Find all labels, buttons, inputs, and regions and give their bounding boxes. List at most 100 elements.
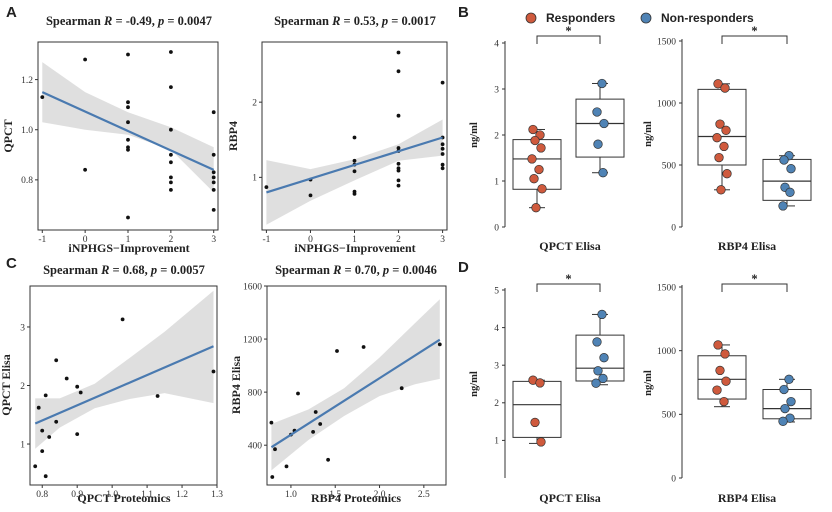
data-point (716, 185, 726, 195)
data-point (126, 215, 130, 220)
y-tick-label: 3 (20, 323, 25, 333)
data-point (396, 113, 401, 118)
plot-frame (266, 285, 447, 486)
data-point (528, 124, 538, 135)
y-tick-label: 1 (494, 177, 499, 187)
x-tick-label: 1.3 (211, 490, 223, 500)
data-point (593, 366, 603, 376)
data-point (308, 193, 313, 198)
data-point (273, 447, 277, 452)
y-axis-label: QPCT Elisa (0, 354, 13, 415)
data-point (211, 180, 216, 185)
data-point (440, 80, 445, 85)
data-point (780, 403, 790, 414)
data-point (715, 119, 725, 129)
data-point (599, 118, 609, 129)
data-point (75, 384, 80, 389)
data-point (440, 152, 445, 156)
y-tick-label: 1500 (657, 37, 676, 47)
chart-title-part: Spearman (46, 14, 104, 28)
significance-bracket (536, 283, 601, 292)
data-point (440, 146, 445, 151)
x-tick-label: 1 (126, 235, 131, 245)
data-point (720, 83, 730, 93)
y-tick-label: 0 (671, 223, 676, 233)
chart-title-part: Spearman (43, 263, 101, 277)
y-tick-label: 2 (494, 399, 499, 409)
data-point (531, 203, 541, 213)
data-point (592, 107, 602, 117)
data-point (537, 184, 547, 194)
x-tick-label: 2.0 (374, 490, 386, 500)
data-point (599, 353, 609, 363)
data-point (722, 169, 732, 179)
box-body (762, 389, 812, 420)
data-point (715, 365, 725, 376)
x-tick-label: 1.0 (106, 490, 118, 500)
significance-star: * (751, 24, 757, 38)
y-tick-label: 1600 (243, 282, 262, 292)
y-tick-label: 0 (494, 223, 499, 233)
data-point (211, 188, 216, 192)
data-point (75, 432, 80, 436)
x-axis-label: RBP4 Elisa (718, 239, 776, 253)
data-point (352, 192, 357, 196)
data-point (720, 349, 730, 359)
data-point (211, 170, 216, 175)
data-point (786, 396, 796, 407)
data-point (352, 135, 357, 140)
chart-title-part: R (332, 263, 341, 277)
chart-qpct-vs-inphgs: -1 0 1 2 3 0.8 1.0 1.2 Spearman R = -0.49, p = 0… (1, 14, 219, 255)
data-point (33, 464, 38, 469)
data-point (270, 475, 275, 479)
y-axis-label: ng/ml (643, 370, 654, 396)
data-point (169, 180, 173, 185)
y-tick-label: 500 (662, 161, 677, 171)
x-axis-label: iNPHGS−Improvement (294, 241, 415, 255)
chart-title: Spearman R = 0.68, p = 0.0057 (43, 263, 205, 277)
data-point (169, 152, 173, 157)
x-tick-label: -1 (38, 235, 46, 245)
confidence-band (42, 62, 214, 193)
data-point (43, 474, 48, 479)
data-point (169, 160, 173, 165)
chart-qpct-elisa-box-b: 0 1 2 3 4 * QPCT Elisa ng/ml (469, 24, 625, 253)
data-point (713, 79, 723, 89)
data-point (396, 69, 401, 74)
data-point (40, 95, 45, 99)
y-tick-label: 400 (248, 442, 263, 452)
y-tick-label: 1.2 (21, 76, 33, 86)
x-tick-label: 1.5 (329, 490, 341, 500)
y-tick-label: 5 (494, 286, 499, 296)
y-axis-label: ng/ml (643, 121, 654, 147)
data-point (54, 419, 59, 424)
x-axis-label: RBP4 Elisa (718, 491, 776, 505)
x-tick-label: -1 (262, 235, 270, 245)
data-point (396, 178, 401, 183)
data-point (437, 342, 442, 347)
y-axis-label: RBP4 (226, 121, 240, 151)
y-tick-label: 4 (494, 324, 499, 334)
chart-title-part: = -0.49, (112, 14, 158, 28)
data-point (318, 422, 323, 426)
chart-title-part: p (382, 263, 389, 277)
y-tick-label: 1 (252, 174, 257, 184)
chart-rbp4-elisa-vs-proteomics: 1.0 1.5 2.0 2.5 400 800 1200 1600 Spearman R = 0… (229, 263, 447, 505)
data-point (440, 162, 445, 167)
y-axis-label: ng/ml (469, 122, 480, 148)
y-axis-label: RBP4 Elisa (229, 356, 243, 414)
data-point (169, 85, 173, 89)
data-point (597, 78, 607, 89)
y-tick-label: 0 (671, 474, 676, 484)
confidence-band (271, 299, 440, 471)
data-point (530, 135, 540, 146)
chart-title-part: = 0.53, (340, 14, 382, 28)
x-tick-label: 3 (440, 235, 445, 245)
data-point (83, 167, 87, 172)
x-tick-label: 1 (352, 235, 357, 245)
chart-title-part: = 0.0057 (157, 263, 205, 277)
data-point (714, 152, 724, 163)
y-tick-label: 2 (494, 131, 499, 141)
x-tick-label: 2 (168, 235, 173, 245)
